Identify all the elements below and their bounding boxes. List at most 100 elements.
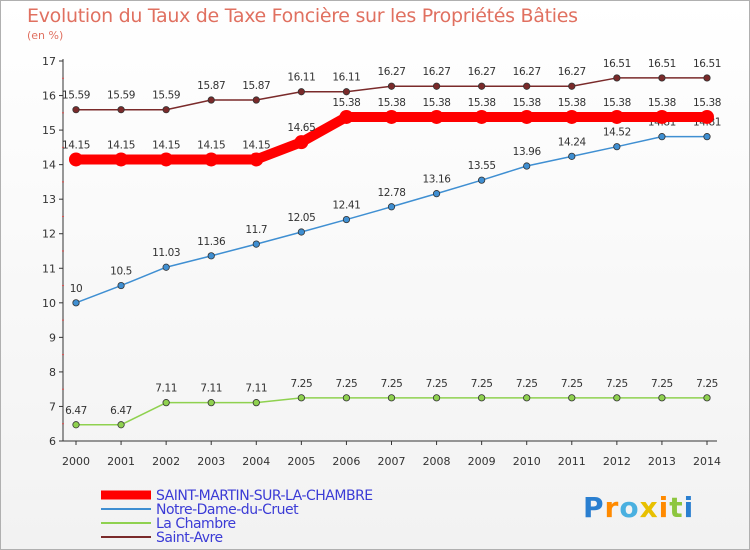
- data-label-la-chambre: 7.25: [336, 378, 358, 390]
- brand-letter: x: [639, 491, 659, 524]
- data-label-notre-dame-du-cruet: 12.78: [377, 187, 405, 199]
- data-point-saint-avre: [342, 88, 351, 96]
- data-point-saint-martin-sur-la-chambre: [159, 152, 174, 167]
- x-tick-label: 2005: [287, 455, 315, 468]
- data-label-notre-dame-du-cruet: 12.05: [287, 212, 315, 224]
- x-tick-label: 2013: [648, 455, 676, 468]
- data-point-la-chambre: [162, 399, 170, 407]
- data-label-saint-avre: 16.27: [513, 66, 541, 78]
- data-label-saint-martin-sur-la-chambre: 15.38: [468, 97, 496, 109]
- brand-letter: i: [683, 491, 695, 524]
- data-point-notre-dame-du-cruet: [252, 240, 260, 248]
- data-point-notre-dame-du-cruet: [523, 162, 531, 170]
- y-tick-label: 7: [49, 400, 56, 413]
- data-point-saint-avre: [387, 82, 396, 90]
- chart-title: Evolution du Taux de Taxe Foncière sur l…: [27, 5, 578, 27]
- data-label-saint-avre: 15.87: [242, 80, 270, 92]
- y-tick-label: 15: [42, 124, 56, 137]
- data-label-saint-avre: 16.51: [648, 58, 676, 70]
- data-label-la-chambre: 7.11: [200, 383, 222, 395]
- x-tick-label: 2010: [513, 455, 541, 468]
- data-point-la-chambre: [342, 394, 351, 402]
- data-point-saint-avre: [478, 82, 486, 90]
- x-tick-label: 2002: [152, 455, 180, 468]
- y-tick-label: 11: [42, 262, 56, 275]
- y-tick-label: 12: [42, 228, 56, 241]
- data-label-la-chambre: 7.25: [561, 378, 583, 390]
- x-tick-label: 2008: [423, 455, 451, 468]
- data-label-notre-dame-du-cruet: 11.03: [152, 247, 180, 259]
- data-point-la-chambre: [297, 394, 305, 402]
- data-point-saint-avre: [297, 88, 305, 96]
- data-label-notre-dame-du-cruet: 11.7: [245, 224, 267, 236]
- data-point-la-chambre: [207, 399, 215, 407]
- data-point-saint-martin-sur-la-chambre: [429, 109, 444, 124]
- data-point-la-chambre: [613, 394, 621, 402]
- data-label-la-chambre: 7.25: [516, 378, 538, 390]
- data-point-la-chambre: [703, 394, 711, 402]
- data-label-saint-avre: 15.59: [62, 90, 90, 102]
- data-point-la-chambre: [387, 394, 396, 402]
- x-tick-label: 2007: [378, 455, 406, 468]
- data-label-saint-avre: 16.51: [693, 58, 721, 70]
- data-label-la-chambre: 7.25: [696, 378, 718, 390]
- y-tick-label: 8: [49, 366, 56, 379]
- data-point-saint-avre: [658, 74, 666, 82]
- data-label-notre-dame-du-cruet: 10: [70, 283, 83, 295]
- x-tick-label: 2006: [332, 455, 360, 468]
- proxiti-logo: Proxiti: [583, 491, 694, 524]
- data-point-saint-avre: [162, 106, 170, 114]
- x-tick-label: 2004: [242, 455, 270, 468]
- data-label-saint-martin-sur-la-chambre: 15.38: [513, 97, 541, 109]
- data-label-la-chambre: 7.25: [381, 378, 403, 390]
- data-point-saint-avre: [703, 74, 711, 82]
- data-label-saint-avre: 16.27: [558, 66, 586, 78]
- y-tick-label: 17: [42, 55, 56, 68]
- data-point-notre-dame-du-cruet: [117, 281, 125, 290]
- data-point-saint-avre: [207, 96, 215, 104]
- data-label-saint-martin-sur-la-chambre: 14.15: [242, 139, 270, 151]
- data-point-saint-martin-sur-la-chambre: [654, 109, 669, 124]
- x-tick-label: 2012: [603, 455, 631, 468]
- data-label-notre-dame-du-cruet: 13.16: [423, 174, 452, 186]
- data-label-notre-dame-du-cruet: 13.55: [468, 160, 496, 172]
- legend-label-saint-avre: Saint-Avre: [156, 530, 223, 546]
- data-label-saint-martin-sur-la-chambre: 15.38: [558, 97, 586, 109]
- data-point-saint-martin-sur-la-chambre: [249, 152, 264, 167]
- data-point-notre-dame-du-cruet: [207, 252, 215, 260]
- data-label-la-chambre: 6.47: [65, 405, 87, 417]
- data-label-saint-avre: 16.51: [603, 58, 631, 70]
- x-tick-label: 2003: [197, 455, 225, 468]
- data-label-la-chambre: 7.25: [471, 378, 493, 390]
- data-point-saint-martin-sur-la-chambre: [339, 109, 354, 124]
- brand-text: Proxiti: [583, 491, 694, 524]
- data-label-saint-avre: 16.27: [423, 66, 451, 78]
- data-label-la-chambre: 7.11: [245, 383, 267, 395]
- data-label-saint-avre: 15.59: [152, 90, 180, 102]
- data-point-saint-martin-sur-la-chambre: [700, 109, 714, 124]
- data-label-la-chambre: 7.25: [606, 378, 628, 390]
- data-label-saint-avre: 16.27: [377, 66, 405, 78]
- data-point-notre-dame-du-cruet: [613, 143, 621, 151]
- data-label-saint-avre: 16.27: [468, 66, 496, 78]
- data-point-saint-avre: [568, 82, 576, 90]
- data-label-saint-martin-sur-la-chambre: 15.38: [603, 97, 631, 109]
- legend-label-la-chambre: La Chambre: [156, 516, 236, 532]
- data-point-la-chambre: [523, 394, 531, 402]
- data-point-saint-martin-sur-la-chambre: [204, 152, 219, 167]
- data-point-notre-dame-du-cruet: [387, 203, 396, 211]
- data-point-saint-avre: [252, 96, 260, 104]
- data-point-saint-martin-sur-la-chambre: [564, 109, 579, 124]
- data-point-la-chambre: [478, 394, 486, 402]
- data-label-notre-dame-du-cruet: 12.41: [332, 200, 360, 212]
- y-tick-label: 14: [42, 159, 56, 172]
- data-point-la-chambre: [658, 394, 666, 402]
- data-label-notre-dame-du-cruet: 13.96: [513, 146, 542, 158]
- x-tick-label: 2001: [107, 455, 135, 468]
- data-point-saint-martin-sur-la-chambre: [384, 109, 399, 124]
- legend-label-saint-martin-sur-la-chambre: SAINT-MARTIN-SUR-LA-CHAMBRE: [156, 488, 373, 504]
- data-point-la-chambre: [72, 421, 80, 429]
- data-label-la-chambre: 6.47: [110, 405, 132, 417]
- brand-letter: r: [604, 491, 620, 524]
- data-point-saint-avre: [72, 106, 80, 114]
